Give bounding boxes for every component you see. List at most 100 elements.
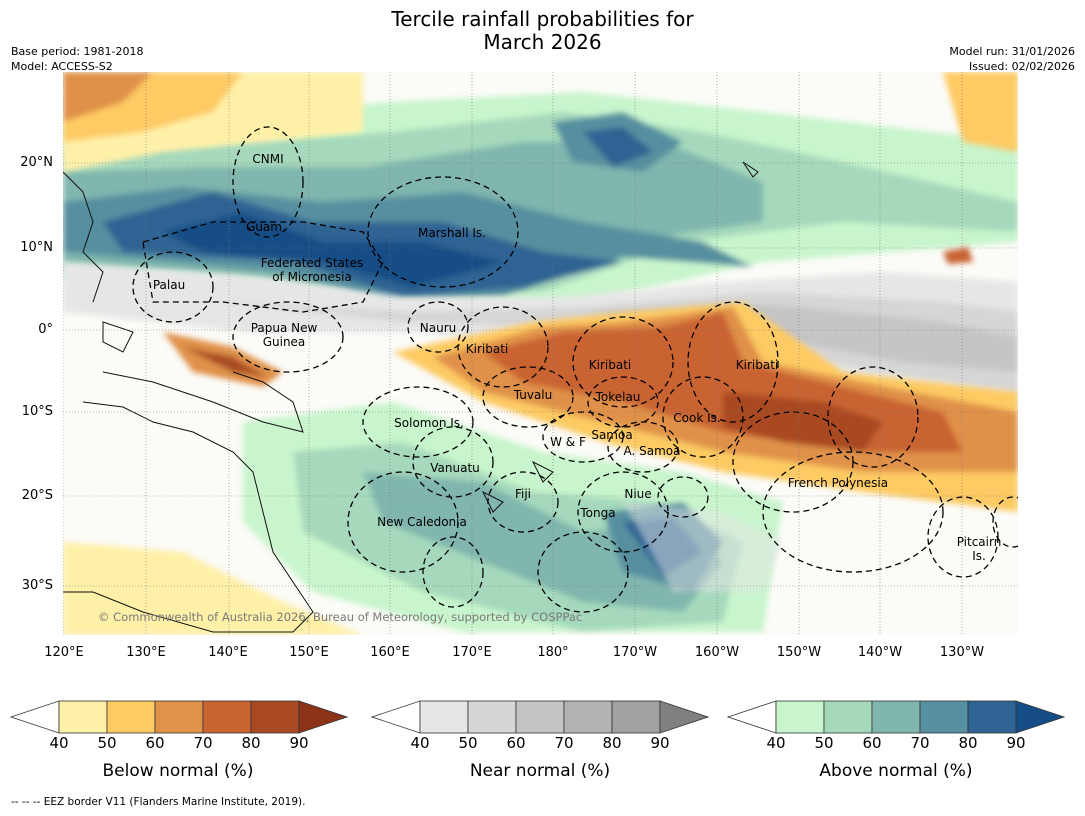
colorbar-swatch xyxy=(919,700,969,734)
lat-label: 10°S xyxy=(21,404,53,419)
lat-label: 20°N xyxy=(20,155,53,170)
colorbar-tick: 50 xyxy=(458,734,478,752)
map-svg xyxy=(63,72,1018,635)
colorbar-swatch xyxy=(202,700,252,734)
meta-left: Base period: 1981-2018 Model: ACCESS-S2 xyxy=(11,44,143,74)
copyright-notice: © Commonwealth of Australia 2026, Bureau… xyxy=(98,610,583,624)
lon-label: 130°E xyxy=(126,645,166,660)
region-label-solomon: Solomon Is. xyxy=(394,416,464,430)
colorbar-swatch xyxy=(967,700,1017,734)
issued-date: Issued: 02/02/2026 xyxy=(968,60,1075,73)
colorbar-swatch xyxy=(106,700,156,734)
colorbar-above-normal xyxy=(727,700,1065,734)
region-label-cnmi: CNMI xyxy=(252,152,284,166)
colorbar-tick: 90 xyxy=(289,734,309,752)
region-label-kiribati-east: Kiribati xyxy=(735,358,779,372)
lat-label: 20°S xyxy=(21,488,53,503)
colorbar-tick: 60 xyxy=(506,734,526,752)
colorbar-label-near: Near normal (%) xyxy=(469,761,611,781)
region-label-samoa: Samoa xyxy=(591,428,633,442)
region-label-wallis-futuna: W & F xyxy=(550,435,586,449)
region-label-niue: Niue xyxy=(624,487,652,501)
lon-label: 120°E xyxy=(44,645,84,660)
lon-label: 140°E xyxy=(208,645,248,660)
colorbar-swatch xyxy=(871,700,921,734)
colorbar-swatch xyxy=(154,700,204,734)
colorbar-tick: 70 xyxy=(554,734,574,752)
region-label-png: Papua New Guinea xyxy=(251,321,318,349)
lat-label: 10°N xyxy=(20,240,53,255)
title-line-2: March 2026 xyxy=(483,30,602,54)
lon-label: 170°E xyxy=(452,645,492,660)
colorbar-label-below: Below normal (%) xyxy=(102,761,254,781)
model-name: Model: ACCESS-S2 xyxy=(11,60,113,73)
pitcairn-line-2: Is. xyxy=(972,549,986,563)
region-label-vanuatu: Vanuatu xyxy=(430,461,480,475)
region-label-guam: Guam xyxy=(246,220,282,234)
colorbar-extend-high xyxy=(659,700,709,734)
colorbar-tick: 80 xyxy=(958,734,978,752)
colorbar-swatch xyxy=(611,700,661,734)
eez-borders xyxy=(132,126,1018,613)
lon-label: 150°W xyxy=(776,645,822,660)
graticule xyxy=(63,72,1018,635)
colorbar-swatch xyxy=(515,700,565,734)
colorbar-tick: 40 xyxy=(766,734,786,752)
eez-footnote: -- -- -- EEZ border V11 (Flanders Marine… xyxy=(11,796,306,808)
region-label-cook: Cook Is. xyxy=(673,411,721,425)
region-label-nauru: Nauru xyxy=(419,321,457,335)
colorbar-swatch xyxy=(563,700,613,734)
colorbar-tick: 70 xyxy=(910,734,930,752)
coastlines xyxy=(63,161,759,633)
lat-label: 30°S xyxy=(21,578,53,593)
region-label-kiribati-west: Kiribati xyxy=(465,342,509,356)
meta-right: Model run: 31/01/2026 Issued: 02/02/2026 xyxy=(949,44,1075,74)
colorbar-tick: 40 xyxy=(49,734,69,752)
colorbar-tick: 60 xyxy=(862,734,882,752)
region-label-new-caledonia: New Caledonia xyxy=(377,515,467,529)
colorbar-tick: 50 xyxy=(814,734,834,752)
pitcairn-line-1: Pitcairn xyxy=(956,535,1002,549)
lon-label: 170°W xyxy=(612,645,658,660)
colorbar-below-svg xyxy=(10,700,348,734)
colorbar-extend-high xyxy=(298,700,348,734)
colorbar-swatch xyxy=(419,700,469,734)
colorbar-tick: 90 xyxy=(650,734,670,752)
colorbar-tick: 40 xyxy=(410,734,430,752)
colorbar-swatch xyxy=(58,700,108,734)
region-label-fiji: Fiji xyxy=(514,487,532,501)
lon-label: 160°W xyxy=(694,645,740,660)
colorbar-above-svg xyxy=(727,700,1065,734)
colorbar-swatch xyxy=(250,700,300,734)
region-label-marshall: Marshall Is. xyxy=(418,226,486,240)
model-run: Model run: 31/01/2026 xyxy=(949,45,1075,58)
colorbar-extend-low xyxy=(371,700,421,734)
colorbar-tick: 80 xyxy=(602,734,622,752)
region-label-tuvalu: Tuvalu xyxy=(513,388,553,402)
colorbar-extend-low xyxy=(727,700,777,734)
colorbar-tick: 60 xyxy=(145,734,165,752)
below-normal-areas xyxy=(63,72,1018,635)
colorbar-near-svg xyxy=(371,700,709,734)
title-line-1: Tercile rainfall probabilities for xyxy=(391,7,694,31)
chart-title: Tercile rainfall probabilities for March… xyxy=(0,8,1085,54)
png-line-1: Papua New xyxy=(250,321,318,335)
region-label-tonga: Tonga xyxy=(580,506,616,520)
colorbar-swatch xyxy=(467,700,517,734)
fsm-line-1: Federated States xyxy=(260,256,364,270)
lat-label: 0° xyxy=(38,322,53,337)
lon-label: 150°E xyxy=(289,645,329,660)
colorbar-near-normal xyxy=(371,700,709,734)
colorbar-tick: 70 xyxy=(193,734,213,752)
region-label-fsm: Federated States of Micronesia xyxy=(261,256,363,284)
lon-label: 130°W xyxy=(939,645,985,660)
region-label-palau: Palau xyxy=(152,278,186,292)
colorbar-tick: 50 xyxy=(97,734,117,752)
png-line-2: Guinea xyxy=(262,335,306,349)
colorbar-tick: 90 xyxy=(1006,734,1026,752)
probability-map[interactable] xyxy=(63,72,1018,635)
region-label-american-samoa: A. Samoa xyxy=(623,444,681,458)
base-period: Base period: 1981-2018 xyxy=(11,45,144,58)
lon-label: 160°E xyxy=(370,645,410,660)
colorbar-extend-high xyxy=(1015,700,1065,734)
